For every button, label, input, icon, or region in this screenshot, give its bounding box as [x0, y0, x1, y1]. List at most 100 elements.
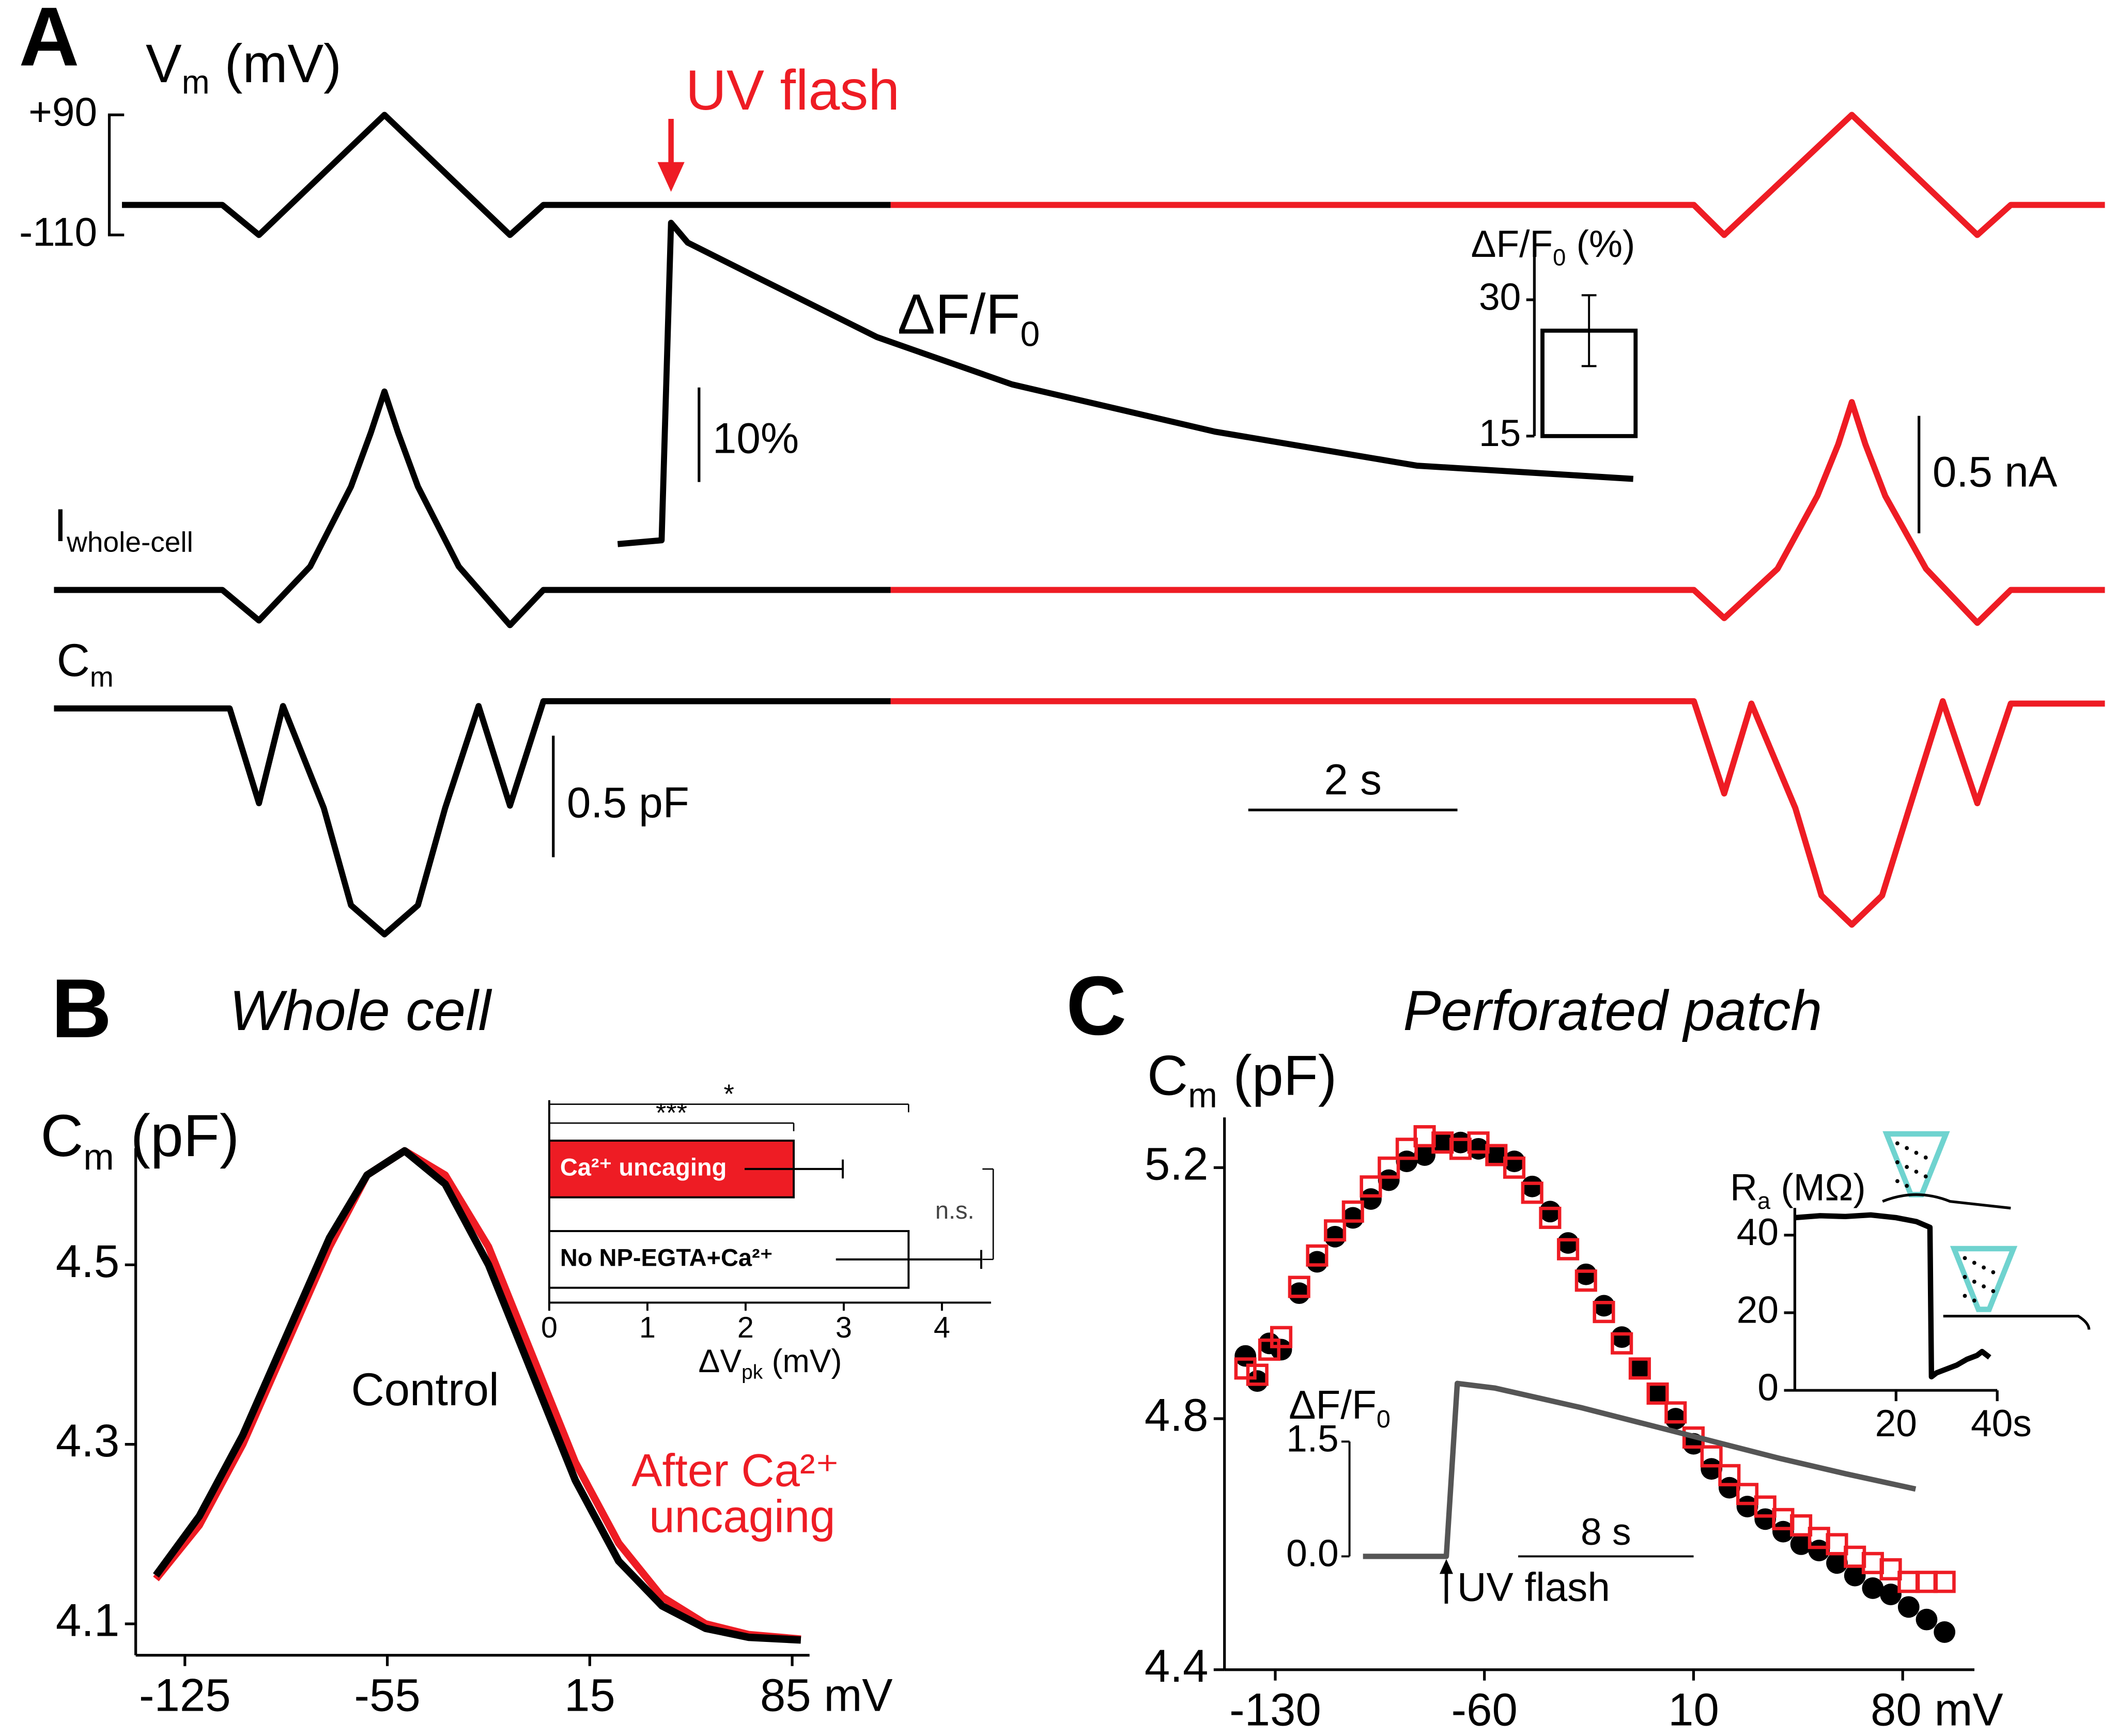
pipette-dot [1895, 1141, 1899, 1146]
point [1664, 1401, 1687, 1424]
panel-label: A [19, 0, 80, 84]
sig-label: n.s. [935, 1196, 975, 1224]
x-tick-label: 40s [1971, 1403, 2032, 1445]
point [1503, 1156, 1526, 1179]
cm-trace [54, 698, 891, 938]
y-label-part: (pF) [114, 1103, 240, 1169]
x-label-part: ΔV [698, 1343, 742, 1379]
dff-trace [1363, 1380, 1917, 1559]
point [1934, 1621, 1956, 1643]
pipette-dot [1923, 1174, 1928, 1179]
point [1754, 1495, 1777, 1518]
x-tick-label: 4 [934, 1311, 950, 1344]
x-tick-label: 3 [836, 1311, 852, 1344]
point [1234, 1345, 1257, 1367]
y-label: Ra (MΩ) [1730, 1167, 1866, 1214]
point [1360, 1175, 1382, 1198]
current-trace [890, 399, 2105, 626]
y-tick-label: 4.4 [1145, 1640, 1208, 1692]
pipette-dot [1972, 1261, 1976, 1265]
point [1593, 1295, 1615, 1317]
annotation: uncaging [649, 1491, 835, 1542]
x-tick-label: 15 [564, 1670, 615, 1721]
point [1324, 1225, 1346, 1248]
y-tick-label: 40 [1737, 1211, 1779, 1253]
point [1880, 1584, 1902, 1605]
point [1396, 1150, 1418, 1173]
vm-label-part: (mV) [210, 33, 342, 94]
point [1270, 1326, 1293, 1348]
x-tick-label: -125 [139, 1670, 231, 1721]
y-tick-label: 0 [1757, 1367, 1779, 1409]
point [1611, 1326, 1633, 1348]
current-label: Iwhole-cell [54, 500, 193, 558]
point [1574, 1269, 1597, 1292]
y-label-part: m [1188, 1076, 1217, 1115]
point [1521, 1181, 1543, 1204]
cm-scale-label: 0.5 pF [567, 778, 689, 826]
y-tick-label: 30 [1479, 276, 1521, 318]
cm-trace [890, 698, 2105, 928]
pipette-dot [1905, 1146, 1909, 1150]
pipette-dot [1963, 1256, 1967, 1261]
y-tick-label: 4.1 [56, 1594, 119, 1646]
y-label-part: m [83, 1137, 114, 1178]
uv-arrowhead [657, 162, 685, 192]
pipette [1950, 1246, 2018, 1312]
panel-title: Whole cell [229, 979, 492, 1042]
x-tick-label: -55 [354, 1670, 420, 1721]
point [1449, 1131, 1472, 1154]
y-tick-label: 1.5 [1286, 1418, 1339, 1460]
point [1646, 1382, 1669, 1405]
point [1485, 1144, 1508, 1166]
point [1395, 1138, 1418, 1160]
sig-label: * [723, 1080, 734, 1110]
pipette-dot [1905, 1165, 1909, 1169]
point [1234, 1357, 1257, 1380]
vm-tick-label: -110 [19, 209, 97, 254]
y-tick-label: 4.5 [56, 1236, 119, 1287]
pipette-dot [1972, 1280, 1976, 1284]
point [1413, 1125, 1436, 1148]
point [1539, 1206, 1562, 1229]
y-label-part: a [1757, 1188, 1771, 1214]
point [1933, 1571, 1956, 1593]
point [1360, 1188, 1382, 1210]
point [1629, 1357, 1651, 1379]
y-label: Cm (pF) [40, 1103, 239, 1177]
point [1628, 1357, 1651, 1380]
point [1288, 1282, 1310, 1304]
pipette-dot [1895, 1160, 1899, 1164]
inset-title-part: 0 [1553, 244, 1566, 271]
x-tick-label: 85 mV [760, 1670, 893, 1721]
annotation: After Ca²⁺ [631, 1445, 839, 1496]
point [1879, 1558, 1902, 1581]
panel-label: C [1066, 959, 1126, 1053]
panel-label: B [51, 962, 112, 1055]
point [1246, 1370, 1269, 1392]
y-tick-label: 20 [1737, 1289, 1779, 1331]
point [1647, 1382, 1669, 1405]
point [1861, 1551, 1884, 1574]
point [1826, 1552, 1848, 1574]
point [1790, 1514, 1813, 1537]
point [1754, 1508, 1777, 1530]
y-label: Cm (pF) [1147, 1044, 1337, 1115]
cm-label: Cm [57, 635, 114, 693]
category-label: Ca²⁺ uncaging [560, 1153, 727, 1180]
ra-trace [1795, 1212, 1991, 1380]
y-tick-label: 0.0 [1286, 1533, 1339, 1575]
y-label-part: 0 [1377, 1405, 1391, 1433]
point [1897, 1571, 1920, 1593]
y-label-part: ΔF/F [1289, 1382, 1377, 1427]
cm-label-part: C [57, 635, 90, 686]
point [1593, 1301, 1615, 1324]
point [1700, 1445, 1723, 1468]
fluo-label-part: ΔF/F [898, 283, 1021, 346]
pipette-dot [1991, 1289, 1996, 1294]
point [1790, 1533, 1812, 1555]
pipette-dot [1914, 1150, 1919, 1155]
fluo-label: ΔF/F0 [898, 283, 1040, 354]
membrane [1882, 1193, 2011, 1210]
